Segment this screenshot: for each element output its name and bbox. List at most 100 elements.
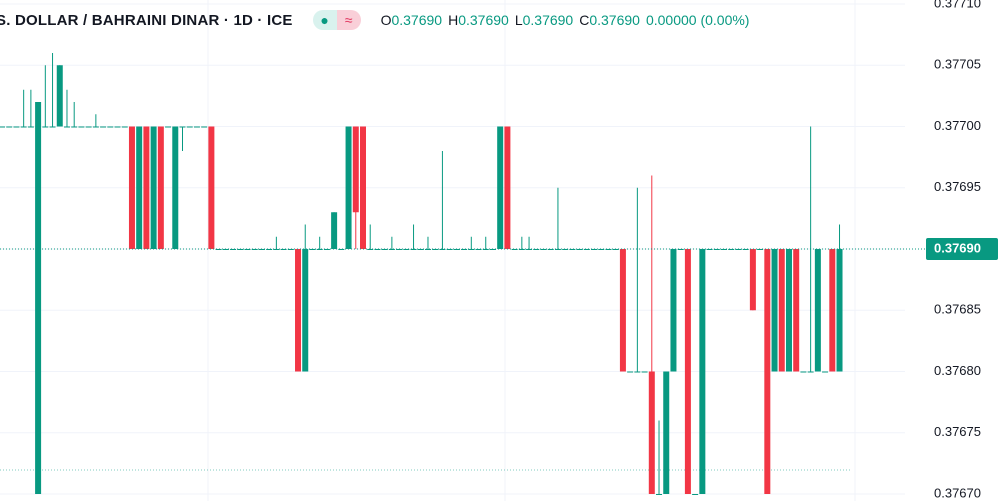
candle-body bbox=[569, 249, 576, 250]
candle-body bbox=[27, 126, 34, 128]
y-tick-label: 0.37685 bbox=[934, 302, 981, 317]
candle-body bbox=[35, 102, 42, 494]
ohlc-high: H0.37690 bbox=[448, 12, 509, 28]
ohlc-value: 0.37690 bbox=[522, 12, 574, 28]
candle-body bbox=[684, 249, 691, 494]
legend-header: S. DOLLAR / BAHRAINI DINAR · 1D · ICE ● … bbox=[0, 9, 749, 31]
ohlc-value: 0.37690 bbox=[589, 12, 640, 28]
candle-body bbox=[663, 371, 670, 494]
ohlc-open: O0.37690 bbox=[381, 12, 443, 28]
candle-body bbox=[424, 249, 431, 250]
candle-body bbox=[251, 249, 258, 250]
candle-body bbox=[42, 126, 49, 128]
candle-body bbox=[699, 249, 706, 494]
last-price-label: 0.37690 bbox=[934, 240, 981, 255]
candle-body bbox=[287, 249, 294, 250]
candle-body bbox=[114, 126, 121, 128]
candle-body bbox=[323, 249, 330, 250]
candle-body bbox=[280, 249, 287, 250]
candle-body bbox=[482, 249, 489, 250]
status-icons[interactable]: ● ≈ bbox=[312, 10, 361, 30]
candle-body bbox=[201, 126, 208, 128]
candle-body bbox=[360, 126, 366, 249]
candle-body bbox=[461, 249, 468, 250]
candle-body bbox=[49, 126, 56, 128]
candle-body bbox=[822, 371, 829, 373]
candle-body bbox=[497, 126, 504, 249]
candle-body bbox=[518, 249, 525, 250]
y-tick-label: 0.37700 bbox=[934, 118, 981, 133]
candle-body bbox=[316, 249, 323, 250]
candle-body bbox=[136, 126, 143, 249]
candle-body bbox=[778, 249, 785, 372]
candle-body bbox=[128, 126, 135, 249]
candle-body bbox=[728, 249, 735, 250]
candle-body bbox=[63, 126, 70, 128]
grid bbox=[0, 0, 905, 501]
candle-body bbox=[165, 126, 172, 128]
candle-body bbox=[829, 249, 836, 372]
candle-body bbox=[634, 371, 641, 373]
y-tick-label: 0.37680 bbox=[934, 363, 981, 378]
candle-body bbox=[367, 249, 374, 250]
candle-body bbox=[403, 249, 410, 250]
candle-body bbox=[100, 126, 107, 128]
candle-body bbox=[0, 126, 5, 128]
candle-body bbox=[244, 249, 251, 250]
candle-body bbox=[150, 126, 157, 249]
ohlc-value: 0.37690 bbox=[391, 12, 443, 28]
candle-body bbox=[345, 126, 352, 249]
ohlc-close: C0.37690 bbox=[579, 12, 640, 28]
candle-body bbox=[554, 249, 561, 250]
y-tick-label: 0.37695 bbox=[934, 179, 981, 194]
candle-body bbox=[92, 126, 99, 128]
delayed-icon[interactable]: ≈ bbox=[336, 10, 361, 30]
candle-body bbox=[6, 126, 13, 128]
candle-body bbox=[814, 249, 821, 372]
candle-body bbox=[410, 249, 417, 250]
candle-body bbox=[107, 126, 114, 128]
candle-body bbox=[562, 249, 569, 250]
candle-body bbox=[547, 249, 554, 250]
candle-body bbox=[157, 126, 164, 249]
candle-body bbox=[749, 249, 756, 311]
candle-body bbox=[757, 249, 764, 250]
y-tick-label: 0.37710 bbox=[934, 0, 981, 10]
candle-body bbox=[85, 126, 92, 128]
candle-body bbox=[764, 249, 771, 494]
candle-body bbox=[504, 126, 511, 249]
candle-body bbox=[374, 249, 381, 250]
y-tick-label: 0.37675 bbox=[934, 424, 981, 439]
candle-body bbox=[193, 126, 200, 128]
candle-body bbox=[208, 126, 215, 249]
candle-body bbox=[598, 249, 605, 250]
candle-body bbox=[266, 249, 273, 250]
candle-body bbox=[78, 126, 85, 128]
last-price-box bbox=[926, 238, 998, 260]
candle-body bbox=[641, 371, 648, 373]
candle-body bbox=[186, 126, 193, 128]
candle-body bbox=[439, 249, 446, 250]
ohlc-key: L bbox=[514, 12, 523, 28]
candle-body bbox=[677, 249, 684, 250]
candle-body bbox=[526, 249, 533, 250]
candle-body bbox=[619, 249, 626, 372]
candle-body bbox=[13, 126, 20, 128]
candle-body bbox=[302, 249, 309, 372]
candle-body bbox=[121, 126, 128, 128]
ohlc-key: C bbox=[579, 12, 590, 28]
ohlc-key: H bbox=[448, 12, 459, 28]
candle-body bbox=[713, 249, 720, 250]
candle-body bbox=[656, 494, 663, 495]
market-open-icon[interactable]: ● bbox=[312, 10, 337, 30]
candle-body bbox=[475, 249, 482, 250]
candle-body bbox=[295, 249, 302, 372]
ohlc-low: L0.37690 bbox=[515, 12, 573, 28]
candle-body bbox=[352, 126, 359, 213]
candle-body bbox=[807, 371, 814, 373]
candle-body bbox=[670, 249, 677, 372]
candle-body bbox=[179, 126, 186, 128]
candle-body bbox=[800, 371, 807, 373]
